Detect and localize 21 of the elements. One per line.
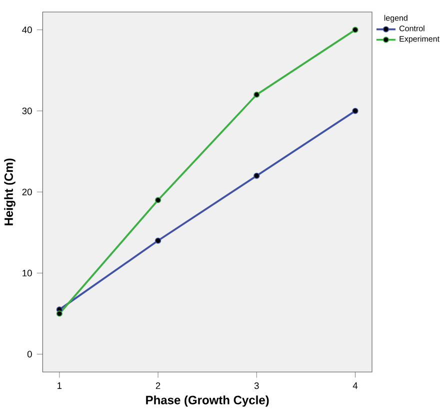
legend-title: legend (384, 14, 408, 22)
y-axis-title: Height (Cm) (4, 158, 16, 226)
x-tick-label: 1 (58, 382, 62, 389)
x-tick-label: 3 (254, 382, 259, 389)
point (352, 26, 358, 33)
point (154, 238, 162, 244)
y-tick-label: 40 (22, 26, 32, 34)
y-tick-label: 20 (22, 188, 32, 196)
x-tick-label: 4 (352, 382, 358, 389)
point (56, 310, 62, 317)
point (154, 197, 162, 204)
legend-label: Control (399, 25, 424, 32)
x-tick-label: 2 (156, 382, 160, 389)
point (352, 108, 358, 114)
y-tick-label: 0 (27, 350, 32, 358)
point (254, 92, 260, 98)
y-tick-label: 10 (22, 270, 32, 276)
legend-label: Experiment (400, 36, 440, 44)
y-tick-label: 30 (22, 108, 32, 114)
x-axis-title: Phase (Growth Cycle) (146, 395, 269, 407)
point (254, 172, 260, 179)
